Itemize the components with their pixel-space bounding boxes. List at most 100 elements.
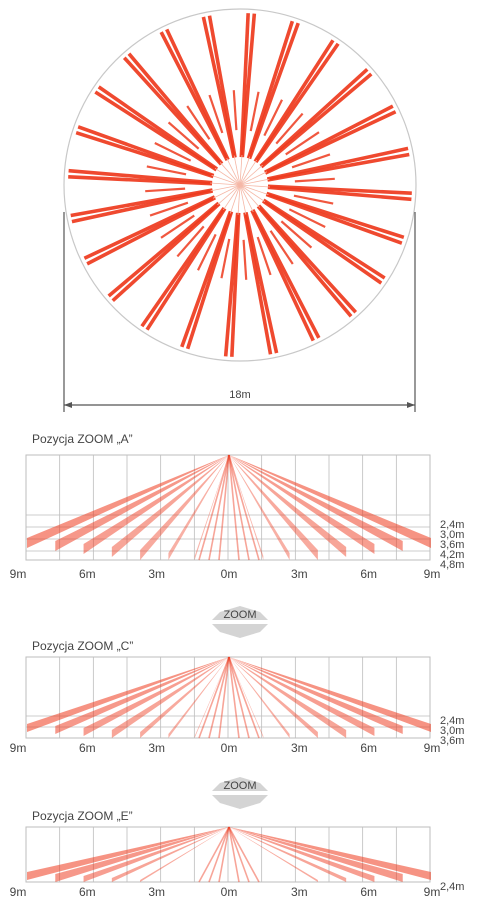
side-beam [229,827,375,882]
top-beam [251,209,321,339]
side-beam [229,455,290,560]
side-beam [229,455,375,554]
zoom-arrow-down-icon [212,795,268,809]
top-beam-center-ray [239,159,257,186]
x-tick-label: 3m [148,741,165,755]
x-tick-label: 6m [79,741,96,755]
side-beam-center [198,454,230,561]
top-inner-beam [291,153,331,169]
top-beam [83,195,216,260]
top-inner-beam [146,165,187,176]
top-beam-center-ray [226,157,241,186]
top-beam-center-ray [229,184,241,214]
x-tick-label: 3m [148,567,165,581]
zoom-arrow-1: ZOOM [212,606,268,638]
side-beam [83,657,229,736]
top-beam [246,20,295,159]
top-beam-center-ray [212,184,241,199]
dimension-label: 18m [229,389,250,401]
x-tick-label: 0m [221,741,238,755]
top-beam [70,188,213,218]
side-beam [229,657,375,736]
side-beam [229,455,403,551]
top-beam-center-ray [237,184,241,215]
side-beam-center [208,826,230,883]
top-inner-beam [280,220,313,249]
top-beam-center-ray [223,184,241,211]
top-beam [266,146,409,181]
top-beam-center-ray [210,184,241,192]
height-label: 4,8m [440,559,464,571]
top-beam [97,85,219,171]
zoom-arrow-up-icon [212,606,268,620]
zoom-section-c: Pozycja ZOOM „C” 9m 6m 3m 0m 3m 6m 9m 2,… [10,639,465,755]
side-beam [111,827,229,882]
top-inner-beam [176,225,205,258]
side-beam [229,657,290,738]
top-inner-beam [149,201,189,217]
side-beam [229,455,431,548]
top-beam [165,28,230,161]
side-beam-center [228,656,240,739]
height-label: 2,4m [440,715,464,727]
top-beam [240,13,257,158]
top-beam [230,212,241,357]
side-beam-center [228,454,240,561]
side-beam-center [218,454,230,561]
side-beam [27,455,229,548]
x-axis-ticks-a: 9m 6m 3m 0m 3m 6m 9m [10,567,441,581]
top-beam [256,205,353,318]
dimension-arrow-right [407,402,415,408]
side-beam [27,657,229,732]
top-beam [244,211,279,354]
top-beam-center-ray [233,155,241,186]
top-inner-beam [186,105,211,140]
top-beam-center-ray [239,184,266,202]
side-beam-center [198,826,230,883]
side-beam-center [228,826,250,883]
top-beam-center-ray [239,184,261,208]
top-inner-beam [294,177,335,183]
top-beam [207,15,237,158]
height-label: 3,0m [440,725,464,737]
x-tick-label: 3m [291,567,308,581]
top-inner-beam [160,214,195,239]
side-beam [111,455,229,557]
top-beam [260,72,373,169]
top-beam-center-ray [239,155,243,186]
top-beam-center-ray [239,178,270,186]
side-view-beams-a [27,454,431,561]
top-beam [261,199,383,285]
side-beam [229,657,403,734]
top-inner-beam [196,233,217,271]
top-view: 18m [63,8,417,412]
top-beam [254,42,340,164]
top-inner-beam [269,230,294,265]
x-tick-label: 3m [291,741,308,755]
side-beam [140,455,229,560]
top-beam-center-ray [219,162,241,186]
zoom-label-2: ZOOM [224,780,257,792]
side-beam-center [228,656,260,739]
top-beam [253,39,335,163]
x-tick-label: 9m [10,885,27,899]
side-beam-center [228,454,250,561]
top-beam [75,130,214,179]
zoom-label-1: ZOOM [224,609,257,621]
top-beam [265,192,403,245]
top-beam [77,125,215,178]
top-beam [247,22,300,160]
dimension-arrow-left [64,402,72,408]
top-inner-beam [220,238,231,279]
x-tick-label: 0m [221,885,238,899]
side-beam [229,657,318,738]
side-beam [55,455,229,551]
top-beam [250,209,315,342]
top-beam [267,152,410,182]
top-beam [239,13,250,158]
section-title-a: Pozycja ZOOM „A” [32,432,133,446]
section-title-c: Pozycja ZOOM „C” [32,639,133,653]
x-tick-label: 9m [424,741,441,755]
top-beam-center-ray [239,184,254,213]
